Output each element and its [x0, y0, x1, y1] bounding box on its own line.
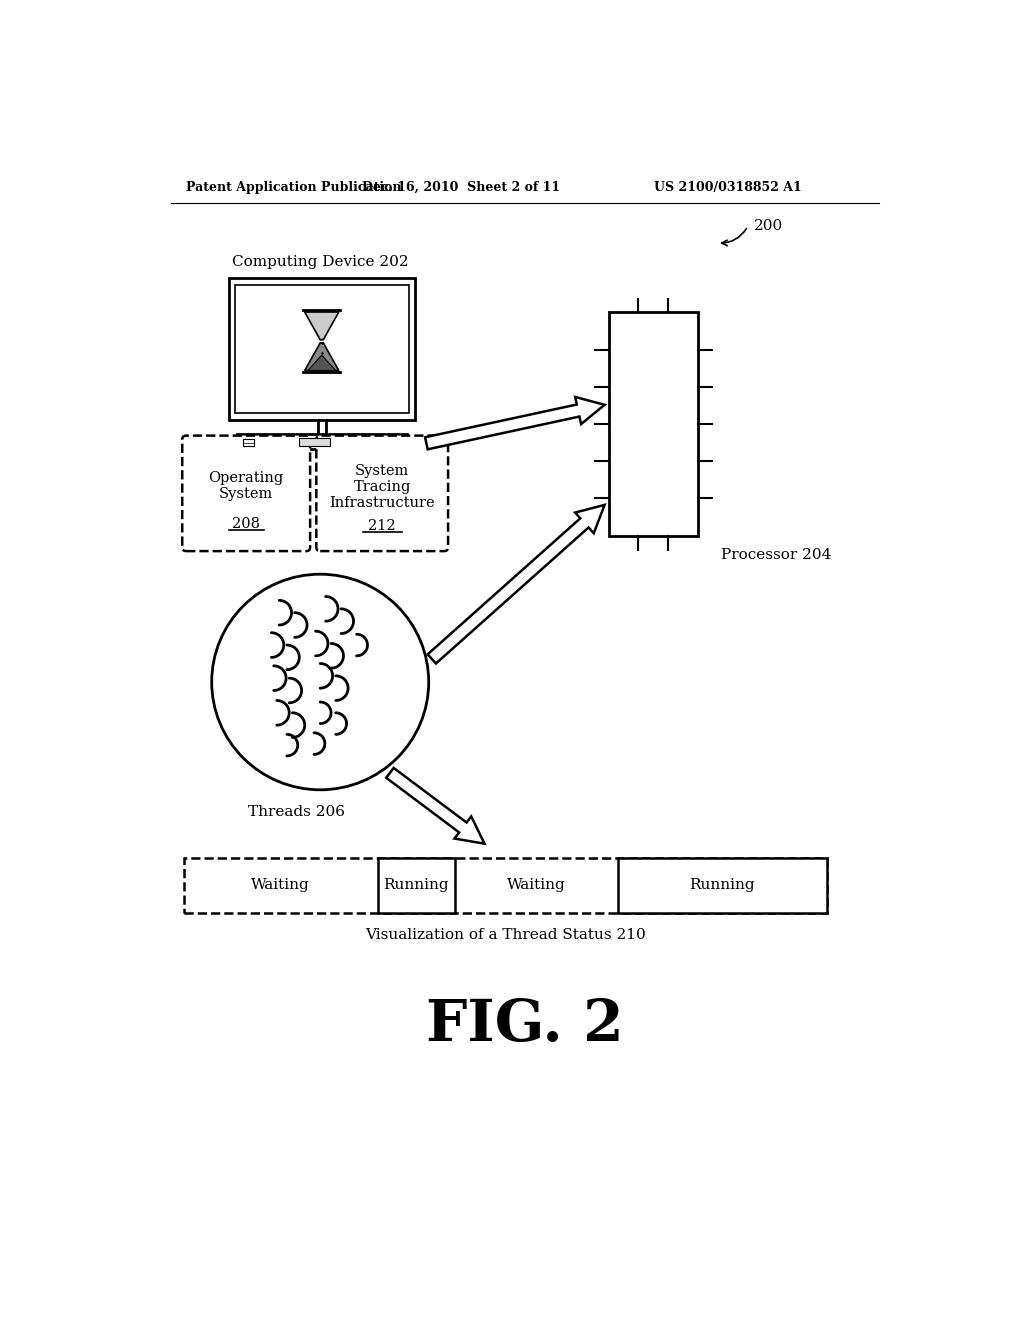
FancyBboxPatch shape	[378, 858, 455, 913]
Text: 212: 212	[369, 519, 396, 533]
FancyBboxPatch shape	[234, 285, 409, 412]
Text: Dec. 16, 2010  Sheet 2 of 11: Dec. 16, 2010 Sheet 2 of 11	[362, 181, 560, 194]
Text: FIG. 2: FIG. 2	[426, 997, 624, 1052]
Text: Operating
System: Operating System	[209, 470, 284, 500]
Text: 200: 200	[755, 219, 783, 234]
Text: Threads 206: Threads 206	[248, 805, 345, 820]
Polygon shape	[305, 312, 339, 339]
Text: System
Tracing
Infrastructure: System Tracing Infrastructure	[330, 465, 435, 511]
Text: Waiting: Waiting	[507, 878, 566, 892]
Polygon shape	[305, 343, 339, 371]
Polygon shape	[425, 397, 604, 449]
FancyBboxPatch shape	[182, 436, 310, 552]
FancyBboxPatch shape	[237, 434, 407, 449]
Polygon shape	[386, 768, 484, 843]
FancyBboxPatch shape	[608, 313, 697, 536]
Text: Visualization of a Thread Status 210: Visualization of a Thread Status 210	[365, 928, 646, 942]
FancyBboxPatch shape	[183, 858, 827, 913]
FancyBboxPatch shape	[617, 858, 827, 913]
Text: US 2100/0318852 A1: US 2100/0318852 A1	[654, 181, 802, 194]
Text: Running: Running	[689, 878, 756, 892]
Circle shape	[212, 574, 429, 789]
Text: Running: Running	[383, 878, 450, 892]
Text: 208: 208	[232, 517, 260, 531]
Text: Computing Device 202: Computing Device 202	[231, 255, 409, 269]
FancyBboxPatch shape	[243, 438, 254, 446]
Text: Patent Application Publication: Patent Application Publication	[186, 181, 401, 194]
FancyBboxPatch shape	[316, 436, 449, 552]
FancyBboxPatch shape	[228, 277, 415, 420]
Polygon shape	[308, 355, 336, 371]
Polygon shape	[428, 506, 604, 664]
Text: Waiting: Waiting	[251, 878, 310, 892]
FancyBboxPatch shape	[299, 438, 330, 446]
Text: Processor 204: Processor 204	[721, 548, 831, 562]
